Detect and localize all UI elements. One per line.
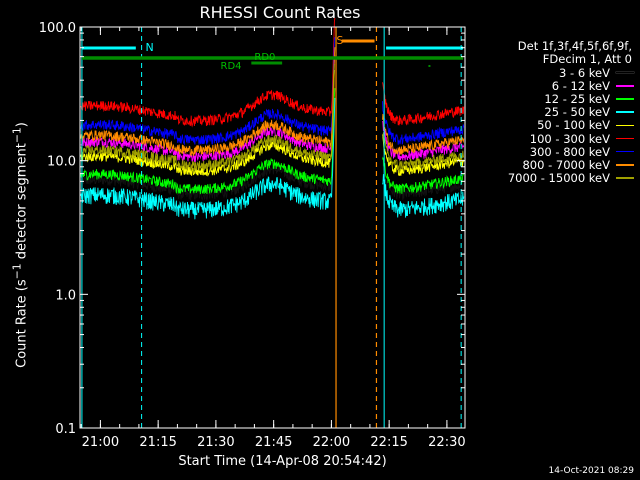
x-tick-label-2: 21:30 xyxy=(197,435,234,450)
legend-item: 100 - 300 keV xyxy=(478,131,638,146)
legend-item-label: 7000 - 15000 keV xyxy=(507,171,610,186)
legend-swatch xyxy=(616,85,634,87)
legend-item-label: 25 - 50 keV xyxy=(544,105,610,120)
legend-item: 6 - 12 keV xyxy=(478,78,638,93)
y-axis-label: Count Rate (s−1 detector segment−1) xyxy=(10,122,30,368)
series-line-5 xyxy=(80,17,465,128)
x-tick-label-5: 22:15 xyxy=(370,435,407,450)
rd0-label: RD0 xyxy=(254,52,275,63)
x-axis-label: Start Time (14-Apr-08 20:54:42) xyxy=(178,454,387,469)
generation-timestamp: 14-Oct-2021 08:29 xyxy=(548,466,634,476)
saa-label: S xyxy=(336,34,343,47)
legend-swatch xyxy=(616,71,634,74)
legend-swatch xyxy=(616,98,634,100)
legend-swatch xyxy=(616,124,634,127)
legend-swatch xyxy=(616,150,634,153)
series-line-3 xyxy=(80,97,465,220)
legend-swatch xyxy=(616,137,634,140)
x-tick-label-6: 22:30 xyxy=(428,435,465,450)
x-tick-label-4: 22:00 xyxy=(313,435,350,450)
series-line-7 xyxy=(80,47,465,157)
y-tick-label-1: 10.0 xyxy=(47,155,76,170)
y-tick-label-3: 0.1 xyxy=(55,422,76,437)
legend-item-label: 6 - 12 keV xyxy=(551,78,610,93)
legend-item-label: 12 - 25 keV xyxy=(544,91,610,106)
legend-item-label: 50 - 100 keV xyxy=(537,118,610,133)
plot-frame xyxy=(79,26,466,429)
legend-item-label: 300 - 800 keV xyxy=(529,144,610,159)
legend-item: 50 - 100 keV xyxy=(478,118,638,133)
x-tick-label-3: 21:45 xyxy=(255,435,292,450)
legend-header-line-2: FDecim 1, Att 0 xyxy=(542,52,632,66)
legend-item-label: 3 - 6 keV xyxy=(559,65,610,80)
series-line-6 xyxy=(80,37,465,146)
y-tick-label-0: 100.0 xyxy=(39,21,76,36)
legend-swatch xyxy=(616,177,634,179)
legend-item: 7000 - 15000 keV xyxy=(478,171,638,186)
rd-dot xyxy=(428,65,431,67)
rd4-label: RD4 xyxy=(221,61,242,72)
series-line-8 xyxy=(80,63,465,172)
series-line-2 xyxy=(80,88,465,195)
x-tick-label-0: 21:00 xyxy=(82,435,119,450)
x-tick-label-1: 21:15 xyxy=(139,435,176,450)
legend-item: 3 - 6 keV xyxy=(478,65,638,80)
legend-swatch xyxy=(616,111,634,113)
night-label: N xyxy=(145,41,153,54)
legend-item: 300 - 800 keV xyxy=(478,144,638,159)
legend-item-label: 100 - 300 keV xyxy=(529,131,610,146)
legend-swatch xyxy=(616,164,634,166)
y-tick-label-2: 1.0 xyxy=(55,288,76,303)
chart-title: RHESSI Count Rates xyxy=(199,3,361,22)
legend-item: 12 - 25 keV xyxy=(478,91,638,106)
legend-item-label: 800 - 7000 keV xyxy=(522,157,610,172)
legend-item: 25 - 50 keV xyxy=(478,105,638,120)
legend-header-line-1: Det 1f,3f,4f,5f,6f,9f, xyxy=(517,39,632,53)
legend: Det 1f,3f,4f,5f,6f,9f, FDecim 1, Att 0 3… xyxy=(478,40,638,185)
legend-item: 800 - 7000 keV xyxy=(478,157,638,172)
